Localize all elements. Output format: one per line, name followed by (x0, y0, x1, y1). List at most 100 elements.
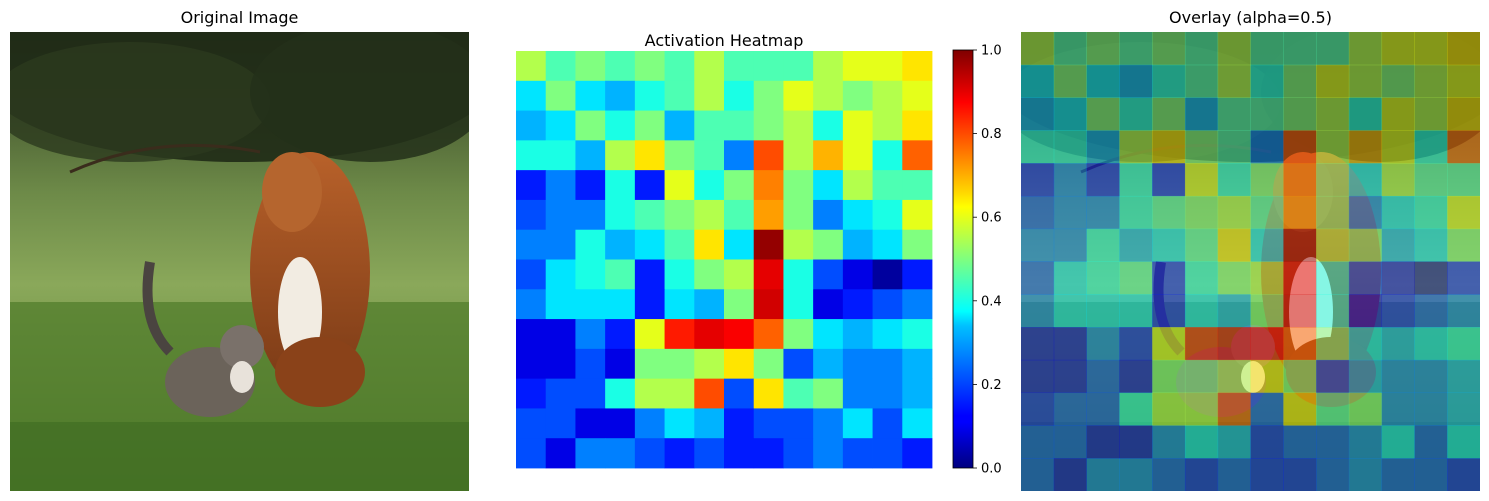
heatmap-cell-5-5 (664, 199, 695, 231)
overlay-cell-2-11 (1381, 97, 1415, 131)
heatmap-cell-9-12 (872, 319, 903, 350)
heatmap-cell-7-8 (753, 259, 784, 290)
heatmap-cell-7-10 (813, 259, 844, 290)
overlay-cell-1-10 (1348, 64, 1383, 98)
heatmap-cell-11-6 (694, 378, 725, 409)
overlay-cell-1-4 (1152, 64, 1186, 98)
overlay-cell-1-9 (1316, 64, 1350, 98)
overlay-cell-1-6 (1217, 64, 1251, 98)
overlay-cell-12-12 (1414, 425, 1448, 459)
heatmap-cell-11-0 (516, 378, 547, 409)
heatmap-cell-9-9 (783, 319, 814, 350)
heatmap-cell-2-6 (694, 110, 725, 141)
heatmap-cell-11-10 (813, 378, 844, 409)
heatmap-cell-3-13 (902, 140, 933, 171)
overlay-cell-0-8 (1283, 32, 1317, 66)
heatmap-cell-7-7 (724, 259, 755, 290)
heatmap-cell-13-2 (575, 438, 606, 469)
overlay-cell-9-5 (1184, 327, 1219, 361)
heatmap-cell-11-13 (902, 378, 933, 409)
overlay-cell-4-11 (1381, 163, 1415, 197)
heatmap-cell-1-0 (516, 80, 547, 111)
overlay-cell-11-2 (1086, 392, 1120, 426)
heatmap-cell-0-4 (634, 51, 665, 82)
heatmap-cell-12-9 (783, 408, 814, 439)
heatmap-cell-13-3 (605, 438, 636, 469)
heatmap-cell-6-8 (753, 229, 784, 260)
heatmap-cell-11-3 (605, 378, 636, 409)
heatmap-cell-13-9 (783, 438, 814, 469)
heatmap-cell-2-7 (724, 110, 755, 141)
colorbar-tick-label: 0.8 (981, 127, 1002, 142)
overlay-cell-3-1 (1053, 130, 1087, 164)
heatmap-cell-10-9 (783, 348, 814, 380)
heatmap-cell-1-4 (634, 80, 665, 111)
overlay-cell-5-1 (1053, 195, 1087, 230)
overlay-cell-13-0 (1021, 458, 1055, 491)
overlay-title: Overlay (alpha=0.5) (1169, 8, 1332, 27)
heatmap-cell-12-2 (575, 408, 606, 439)
heatmap-cell-13-5 (664, 438, 695, 469)
overlay-cell-10-5 (1184, 359, 1219, 394)
overlay-cell-4-7 (1250, 163, 1284, 197)
overlay-cell-5-10 (1348, 195, 1383, 230)
overlay-cell-8-1 (1053, 294, 1087, 328)
overlay-cell-3-7 (1250, 130, 1284, 164)
overlay-cell-11-1 (1053, 392, 1087, 426)
overlay-cell-10-0 (1021, 359, 1055, 394)
heatmap-cell-4-7 (724, 170, 755, 201)
heatmap-cell-0-12 (872, 51, 903, 82)
overlay-cell-12-10 (1348, 425, 1383, 459)
overlay-heatmap-grid (1021, 32, 1480, 491)
heatmap-cell-11-8 (753, 378, 784, 409)
overlay-cell-11-4 (1152, 392, 1186, 426)
heatmap-cell-1-1 (545, 80, 576, 111)
overlay-cell-7-13 (1447, 261, 1480, 295)
heatmap-cell-10-8 (753, 348, 784, 380)
overlay-cell-5-11 (1381, 195, 1415, 230)
overlay-cell-9-11 (1381, 327, 1415, 361)
heatmap-cell-13-6 (694, 438, 725, 469)
overlay-cell-6-7 (1250, 228, 1284, 262)
overlay-cell-3-6 (1217, 130, 1251, 164)
heatmap-cell-6-10 (813, 229, 844, 260)
overlay-cell-13-7 (1250, 458, 1284, 491)
heatmap-cell-2-5 (664, 110, 695, 141)
heatmap-cell-10-0 (516, 348, 547, 380)
overlay-cell-10-1 (1053, 359, 1087, 394)
overlay-cell-4-10 (1348, 163, 1383, 197)
overlay-cell-3-2 (1086, 130, 1120, 164)
overlay-cell-5-12 (1414, 195, 1448, 230)
heatmap-cell-8-1 (545, 289, 576, 320)
heatmap-cell-11-12 (872, 378, 903, 409)
colorbar-tick-label: 0.2 (981, 378, 1002, 393)
heatmap-cell-0-7 (724, 51, 755, 82)
overlay-cell-11-3 (1119, 392, 1153, 426)
overlay-cell-3-10 (1348, 130, 1383, 164)
overlay-cell-9-10 (1348, 327, 1383, 361)
overlay-cell-2-8 (1283, 97, 1317, 131)
overlay-cell-10-9 (1316, 359, 1350, 394)
overlay-cell-7-4 (1152, 261, 1186, 295)
overlay-cell-9-7 (1250, 327, 1284, 361)
overlay-cell-1-12 (1414, 64, 1448, 98)
overlay-cell-1-1 (1053, 64, 1087, 98)
heatmap-cell-13-8 (753, 438, 784, 469)
heatmap-cell-2-12 (872, 110, 903, 141)
heatmap-cell-7-4 (634, 259, 665, 290)
overlay-cell-10-11 (1381, 359, 1415, 394)
overlay-cell-6-1 (1053, 228, 1087, 262)
heatmap-cell-3-6 (694, 140, 725, 171)
overlay-cell-4-9 (1316, 163, 1350, 197)
heatmap-cell-12-3 (605, 408, 636, 439)
heatmap-cell-1-11 (842, 80, 873, 111)
heatmap-cell-1-6 (694, 80, 725, 111)
heatmap-cell-1-13 (902, 80, 933, 111)
overlay-cell-6-9 (1316, 228, 1350, 262)
heatmap-cell-2-8 (753, 110, 784, 141)
heatmap-cell-13-13 (902, 438, 933, 469)
overlay-cell-8-5 (1184, 294, 1219, 328)
overlay-cell-1-5 (1184, 64, 1219, 98)
overlay-cell-9-12 (1414, 327, 1448, 361)
heatmap-cell-6-0 (516, 229, 547, 260)
